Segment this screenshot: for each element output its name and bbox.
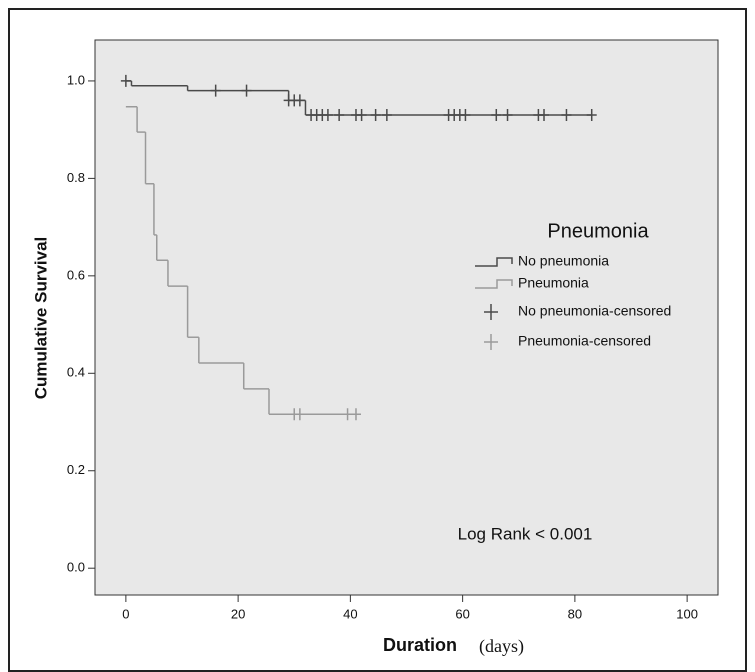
censor-mark bbox=[350, 408, 361, 421]
censor-mark bbox=[460, 109, 471, 122]
y-tick-label: 0.2 bbox=[67, 462, 85, 477]
y-tick-label: 0.0 bbox=[67, 560, 85, 575]
censor-mark bbox=[210, 84, 221, 97]
x-tick-label: 100 bbox=[676, 606, 698, 621]
y-tick-label: 0.4 bbox=[67, 365, 85, 380]
y-tick-label: 0.6 bbox=[67, 267, 85, 282]
censor-mark bbox=[294, 408, 305, 421]
legend-swatch bbox=[484, 304, 498, 320]
x-axis-label: Duration bbox=[383, 635, 457, 655]
x-tick-label: 60 bbox=[455, 606, 469, 621]
plot-area bbox=[94, 39, 719, 596]
censor-mark bbox=[120, 74, 131, 87]
legend-label: Pneumonia bbox=[518, 275, 589, 291]
censor-mark bbox=[370, 109, 381, 122]
x-tick-label: 20 bbox=[231, 606, 245, 621]
legend-swatch bbox=[475, 279, 513, 289]
censor-mark bbox=[342, 408, 353, 421]
x-tick-label: 40 bbox=[343, 606, 357, 621]
censor-mark bbox=[381, 109, 392, 122]
annotation: Log Rank < 0.001 bbox=[458, 524, 593, 543]
censor-mark bbox=[294, 94, 305, 107]
censor-mark bbox=[586, 109, 597, 122]
legend-label: Pneumonia-censored bbox=[518, 333, 651, 349]
censor-mark bbox=[334, 109, 345, 122]
legend-label: No pneumonia-censored bbox=[518, 303, 671, 319]
legend-swatch bbox=[484, 334, 498, 350]
legend-title: Pneumonia bbox=[547, 220, 649, 242]
x-tick-label: 0 bbox=[122, 606, 129, 621]
censor-mark bbox=[561, 109, 572, 122]
y-tick-label: 1.0 bbox=[67, 72, 85, 87]
censor-mark bbox=[356, 109, 367, 122]
y-axis-label: Cumulative Survival bbox=[31, 237, 50, 400]
x-tick-label: 80 bbox=[568, 606, 582, 621]
censor-mark bbox=[502, 109, 513, 122]
y-tick-label: 0.8 bbox=[67, 170, 85, 185]
censor-mark bbox=[491, 109, 502, 122]
x-axis-unit: (days) bbox=[479, 636, 524, 657]
legend-label: No pneumonia bbox=[518, 253, 609, 269]
legend-swatch bbox=[475, 257, 513, 267]
censor-mark bbox=[241, 84, 252, 97]
censor-mark bbox=[539, 109, 550, 122]
censor-mark bbox=[322, 109, 333, 122]
